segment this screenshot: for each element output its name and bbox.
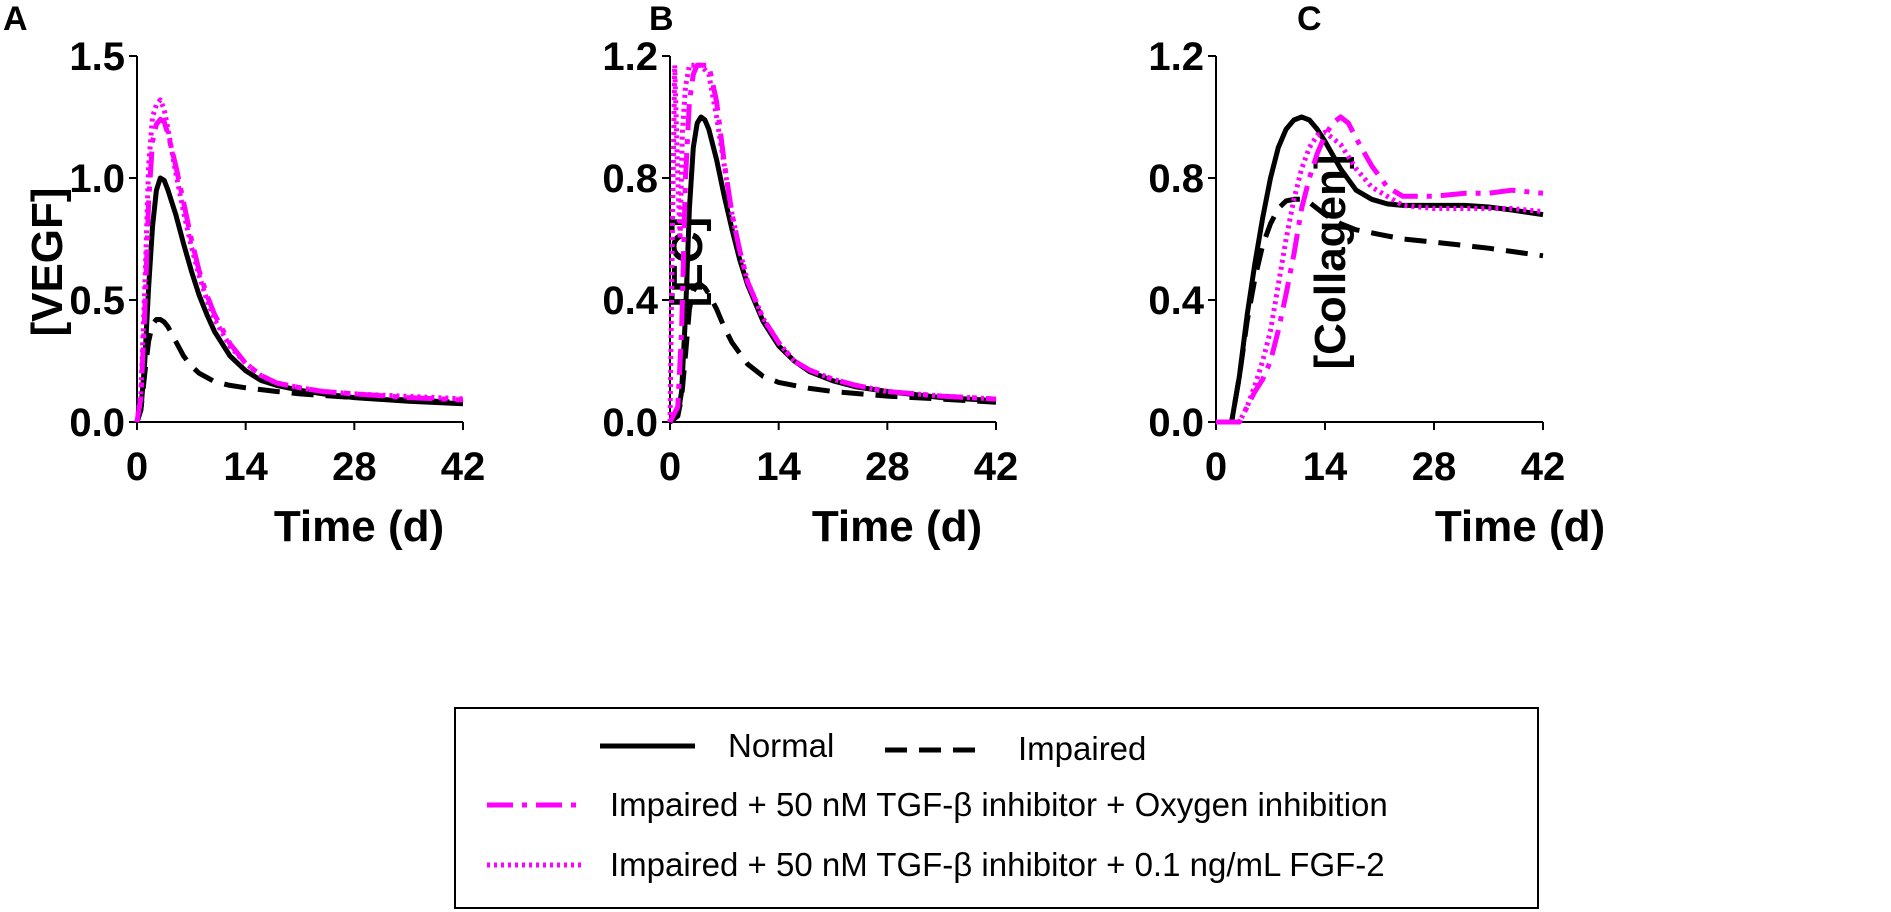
- panel-a-xtick-label: 0: [126, 445, 148, 489]
- panel-c-ytick-label: 1.2: [1148, 35, 1204, 79]
- panel-a-ytick-label: 1.0: [69, 157, 125, 201]
- panel-c-ytick-label: 0.4: [1148, 279, 1204, 323]
- panel-a-ytick-label: 1.5: [69, 35, 125, 79]
- panel-a-ytick-label: 0.5: [69, 279, 125, 323]
- panel-a-xtick-label: 42: [441, 445, 486, 489]
- panel-c-series-impaired: [1216, 196, 1544, 425]
- panel-a-ytick-label: 0.0: [69, 401, 125, 445]
- legend-label-oxygen: Impaired + 50 nM TGF-β inhibitor + Oxyge…: [610, 786, 1388, 823]
- panel-b-xtick-label: 42: [974, 445, 1019, 489]
- panel-a-xtick-label: 28: [332, 445, 377, 489]
- panel-a-xlabel: Time (d): [274, 502, 444, 551]
- panel-b-xtick-label: 14: [756, 445, 801, 489]
- legend-label-normal: Normal: [728, 727, 834, 764]
- panel-a-series-impaired: [134, 317, 464, 423]
- panel-c: C [Collagen] Time (d) 0.0 0.4 0.8 1.2 0 14 28 4…: [1148, 0, 1605, 551]
- panel-b-series-impaired: [668, 282, 997, 424]
- panel-b-ytick-label: 0.8: [602, 157, 658, 201]
- panel-a: A [VEGF] Time (d) 0.0 0.5 1.0 1.5 0 14 28 42: [3, 0, 485, 551]
- panel-c-xtick-label: 42: [1521, 445, 1566, 489]
- panel-c-ytick-label: 0.8: [1148, 157, 1204, 201]
- panel-b-ytick-label: 0.4: [602, 279, 658, 323]
- panel-b-xtick-label: 0: [659, 445, 681, 489]
- panel-b: B [EC] Time (d) 0.00.40.81.20 14 28 42: [602, 0, 1018, 551]
- panel-letter-b: B: [649, 0, 674, 38]
- panel-c-xtick-label: 28: [1412, 445, 1457, 489]
- legend-box: [454, 707, 1539, 909]
- legend-label-fgf2: Impaired + 50 nM TGF-β inhibitor + 0.1 n…: [610, 846, 1385, 883]
- legend-label-impaired: Impaired: [1018, 730, 1146, 767]
- panel-c-series-oxygen: [1216, 114, 1544, 425]
- panel-a-series-normal: [134, 175, 464, 423]
- panel-b-ytick-label: 0.0: [602, 401, 658, 445]
- panel-b-ytick-label: 1.2: [602, 35, 658, 79]
- legend: Normal Impaired Impaired + 50 nM TGF-β i…: [454, 707, 1539, 909]
- panel-c-ytick-label: 0.0: [1148, 401, 1204, 445]
- panel-c-xtick-label: 0: [1205, 445, 1227, 489]
- panel-b-xtick-label: 28: [865, 445, 910, 489]
- panel-b-series-fgf2: [667, 62, 997, 423]
- panel-c-series-fgf2: [1216, 129, 1544, 425]
- panel-c-xtick-label: 14: [1303, 445, 1348, 489]
- panel-letter-a: A: [3, 0, 28, 38]
- panel-letter-c: C: [1297, 0, 1322, 38]
- panel-b-series-oxygen: [667, 62, 997, 424]
- panel-c-ylabel: [Collagen]: [1306, 154, 1355, 369]
- panel-c-xlabel: Time (d): [1435, 502, 1605, 551]
- panel-a-xtick-label: 14: [223, 445, 268, 489]
- panel-b-xlabel: Time (d): [812, 502, 982, 551]
- panel-a-ylabel: [VEGF]: [23, 187, 72, 336]
- panel-c-series-normal: [1216, 114, 1544, 425]
